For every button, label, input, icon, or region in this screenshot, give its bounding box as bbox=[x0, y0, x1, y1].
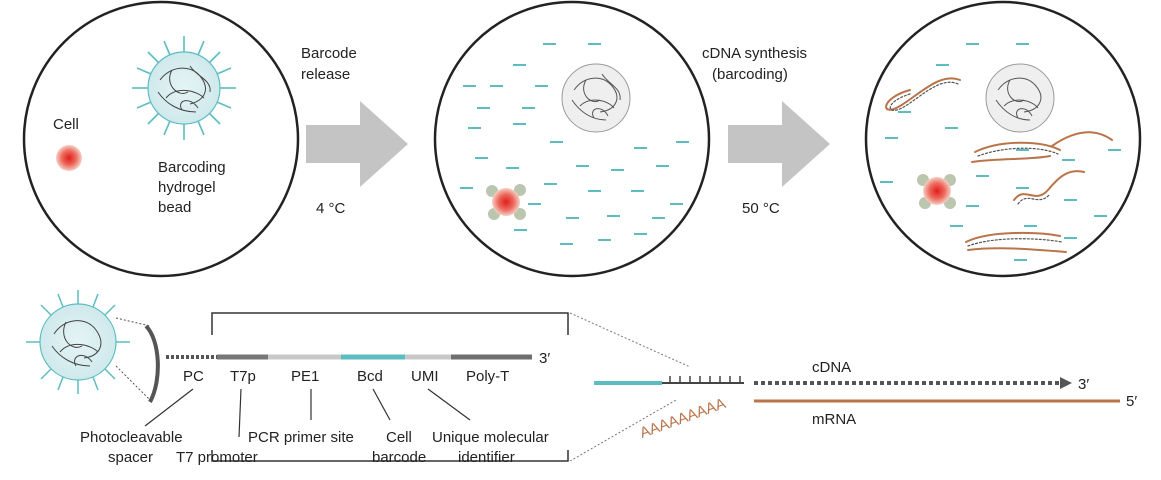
droplet-3 bbox=[864, 0, 1142, 278]
droplet-1 bbox=[22, 0, 300, 278]
segment-label-bcd: Bcd bbox=[357, 368, 383, 385]
polya-tail: AAAAAAAAA bbox=[638, 395, 728, 442]
segment-label-polyt: Poly-T bbox=[466, 368, 509, 385]
primer-strand bbox=[594, 376, 744, 385]
barcoding-bead bbox=[132, 36, 236, 140]
dissolved-bead-2 bbox=[561, 63, 631, 133]
process-arrow-2 bbox=[728, 101, 830, 187]
mrna-label: mRNA bbox=[812, 411, 856, 428]
arrow1-label-line1: Barcode bbox=[301, 45, 357, 62]
construct-bottom-bracket bbox=[211, 450, 569, 462]
released-barcodes-2 bbox=[460, 43, 689, 245]
construct-top-bracket bbox=[211, 312, 569, 335]
droplet-2 bbox=[433, 0, 711, 278]
mrna-end-label: 5′ bbox=[1126, 393, 1137, 410]
arrow1-temperature: 4 °C bbox=[316, 200, 346, 217]
dissolved-bead-3 bbox=[985, 63, 1055, 133]
annotation-bcd-line1: Cell bbox=[386, 429, 412, 446]
arrow2-label-line1: cDNA synthesis bbox=[702, 45, 807, 62]
arrow1-label-line2: release bbox=[301, 66, 350, 83]
process-arrow-1 bbox=[306, 101, 408, 187]
zoom-lines-right bbox=[569, 312, 691, 462]
annotation-pe1: PCR primer site bbox=[248, 429, 354, 446]
zoom-bracket bbox=[115, 317, 160, 403]
annotation-umi-line1: Unique molecular bbox=[432, 429, 549, 446]
annotation-pc-line1: Photocleavable bbox=[80, 429, 183, 446]
annotation-pc-line2: spacer bbox=[108, 449, 153, 466]
arrow2-label-line2: (barcoding) bbox=[712, 66, 788, 83]
annotation-leaders bbox=[144, 388, 471, 438]
cdna-arrow bbox=[754, 377, 1072, 389]
mrna-transcripts-3 bbox=[885, 77, 1113, 253]
annotation-t7: T7 promoter bbox=[176, 449, 258, 466]
annotation-bcd-line2: barcode bbox=[372, 449, 426, 466]
lysed-cell-3 bbox=[917, 174, 956, 209]
segment-label-pe1: PE1 bbox=[291, 368, 319, 385]
construct-bead bbox=[26, 290, 130, 394]
cdna-end-label: 3′ bbox=[1078, 376, 1089, 393]
lysed-cell-2 bbox=[486, 184, 526, 220]
cdna-label: cDNA bbox=[812, 359, 851, 376]
bead-label-line1: Barcoding bbox=[158, 159, 226, 176]
cell-label: Cell bbox=[53, 116, 79, 133]
bead-label-line3: bead bbox=[158, 199, 191, 216]
segment-label-t7p: T7p bbox=[230, 368, 256, 385]
segment-label-pc: PC bbox=[183, 368, 204, 385]
cell-1 bbox=[56, 145, 82, 171]
bead-label-line2: hydrogel bbox=[158, 179, 216, 196]
barcodes-3 bbox=[880, 43, 1121, 261]
construct-end-label: 3′ bbox=[539, 350, 550, 367]
annotation-umi-line2: identifier bbox=[458, 449, 515, 466]
arrow2-temperature: 50 °C bbox=[742, 200, 780, 217]
segment-label-umi: UMI bbox=[411, 368, 439, 385]
